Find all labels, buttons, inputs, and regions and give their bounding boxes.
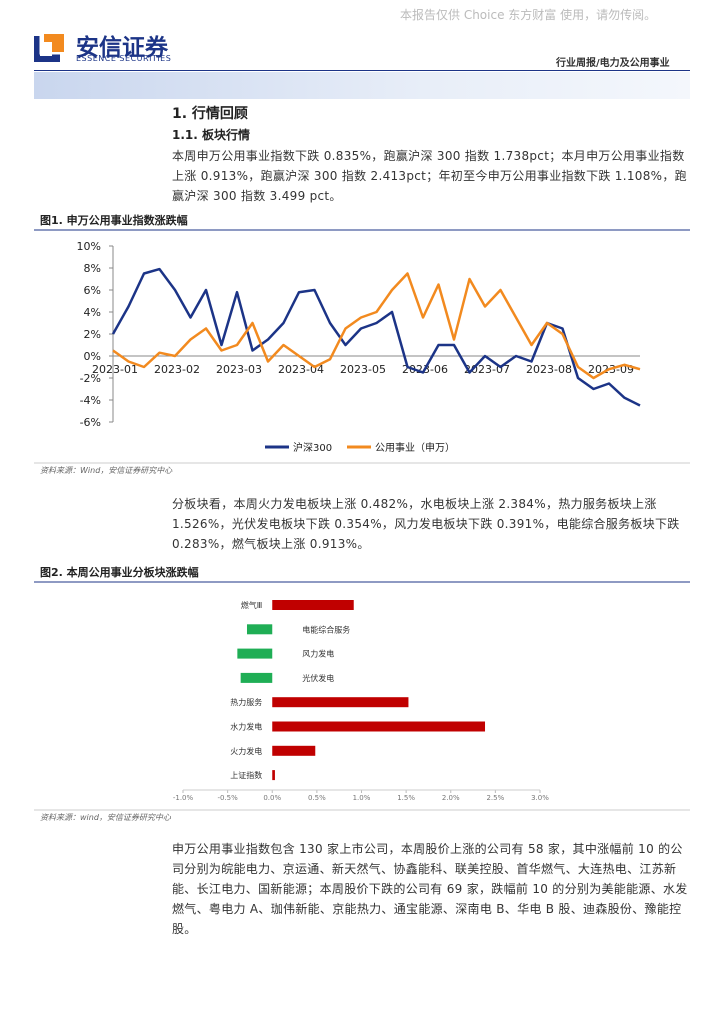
category-label: 风力发电 [302,649,334,659]
x-tick-label: 2023-01 [92,363,138,376]
y-tick-label: 8% [84,262,101,275]
bar [272,697,409,708]
bar [272,770,275,781]
x-tick-label: -0.5% [217,794,238,802]
y-tick-label: -2% [80,372,101,385]
logo-text: 安信证券 [76,35,168,61]
y-tick-label: -6% [80,416,101,429]
y-tick-label: -4% [80,394,101,407]
subsection-title: 1.1. 板块行情 [172,128,250,142]
legend-label: 沪深300 [293,441,332,454]
x-tick-label: -1.0% [173,794,194,802]
bar [240,672,273,683]
source: 资料来源：wind，安信证券研究中心 [40,813,172,822]
paragraph: 分板块看，本周火力发电板块上涨 0.482%，水电板块上涨 2.384%，热力服… [172,497,680,551]
x-tick-label: 1.5% [397,794,415,802]
x-tick-label: 3.0% [531,794,549,802]
paragraph: 本周申万公用事业指数下跌 0.835%，跑赢沪深 300 指数 1.738pct… [172,149,687,203]
x-tick-label: 0.5% [308,794,326,802]
x-tick-label: 2.5% [486,794,504,802]
category-label: 光伏发电 [302,673,334,683]
logo-en: ESSENCE SECURITIES [76,54,172,63]
category-label: 上证指数 [230,770,262,780]
bar [246,624,273,635]
x-tick-label: 0.0% [263,794,281,802]
category-label: 电能综合服务 [302,624,350,634]
series-line [111,267,641,407]
category-label: 水力发电 [230,722,262,732]
bar [272,600,354,610]
paragraph: 申万公用事业指数包含 130 家上市公司，本周股价上涨的公司有 58 家，其中涨… [172,842,688,936]
x-tick-label: 2023-02 [154,363,200,376]
y-tick-label: 10% [77,240,101,253]
y-tick-label: 4% [84,306,101,319]
x-tick-label: 2023-03 [216,363,262,376]
y-tick-label: 0% [84,350,101,363]
y-tick-label: 2% [84,328,101,341]
report-type: 行业周报/电力及公用事业 [556,58,670,69]
bar [272,745,316,756]
header-band [34,72,690,99]
figure-title: 图1. 申万公用事业指数涨跌幅 [40,213,188,227]
x-tick-label: 2023-08 [526,363,572,376]
legend-label: 公用事业（申万） [375,441,455,454]
category-label: 火力发电 [230,746,262,756]
watermark: 本报告仅供 Choice 东方财富 使用，请勿传阅。 [400,8,657,22]
source: 资料来源：Wind，安信证券研究中心 [40,466,173,475]
series-line [112,272,641,380]
bar [237,648,273,659]
section-title: 1. 行情回顾 [172,106,248,122]
category-label: 燃气Ⅲ [241,600,263,610]
y-tick-label: 6% [84,284,101,297]
x-tick-label: 2023-05 [340,363,386,376]
bar [272,721,486,732]
figure-title: 图2. 本周公用事业分板块涨跌幅 [40,565,199,579]
header-rule [34,70,690,71]
x-tick-label: 2.0% [442,794,460,802]
category-label: 热力服务 [230,697,262,707]
x-tick-label: 1.0% [353,794,371,802]
logo-icon [34,30,67,62]
